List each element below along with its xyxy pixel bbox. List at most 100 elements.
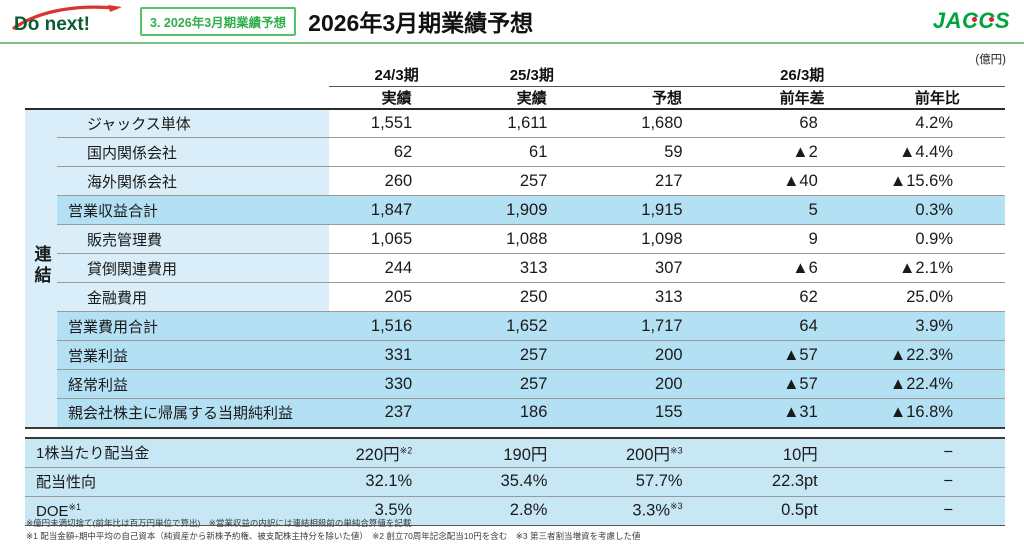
value-cell: 1,065 <box>329 224 465 254</box>
value-cell: 0.9% <box>869 224 1005 254</box>
value-cell: 1,680 <box>599 108 735 138</box>
value-cell: 220円※2 <box>329 438 465 467</box>
value-cell: 186 <box>464 398 600 428</box>
value-cell: 313 <box>464 253 600 283</box>
group-label-consolidated: 連結 <box>25 108 57 428</box>
row-label: 営業収益合計 <box>57 195 330 225</box>
value-cell: ▲2 <box>734 137 870 167</box>
value-cell: 10円 <box>734 438 870 467</box>
value-cell: ▲2.1% <box>869 253 1005 283</box>
table-row: 営業利益 331 257 200 ▲57 ▲22.3% <box>25 340 1005 370</box>
value-cell: 205 <box>329 282 465 312</box>
value-cell: 1,652 <box>464 311 600 341</box>
value-cell: 200 <box>599 369 735 399</box>
table-row: DOE※1 3.5% 2.8% 3.3%※3 0.5pt − <box>25 495 1005 525</box>
jaccs-logo-letter: A <box>945 8 963 33</box>
row-label: 営業費用合計 <box>57 311 330 341</box>
table-row: 営業収益合計 1,847 1,909 1,915 5 0.3% <box>25 195 1005 225</box>
value-cell: 3.3%※3 <box>599 495 735 525</box>
value-cell: ▲6 <box>734 253 870 283</box>
row-label: 国内関係会社 <box>57 137 330 167</box>
value-cell: 68 <box>734 108 870 138</box>
row-label: 配当性向 <box>25 466 330 496</box>
page-title: 2026年3月期業績予想 <box>308 10 534 36</box>
jaccs-logo-letter: J <box>932 8 946 33</box>
column-header: 前年比 <box>869 86 1005 110</box>
value-cell: 1,909 <box>464 195 600 225</box>
table-row: 営業費用合計 1,516 1,652 1,717 64 3.9% <box>25 311 1005 341</box>
value-cell: 57.7% <box>599 466 735 496</box>
footnote-line: ※億円未満切捨て(前年比は百万円単位で算出) ※営業収益の内訳には連結相殺前の単… <box>26 518 412 528</box>
value-cell: ▲15.6% <box>869 166 1005 196</box>
value-cell: ▲4.4% <box>869 137 1005 167</box>
dividend-table: 1株当たり配当金 220円※2 190円 200円※3 10円 − 配当性向 32.1% 35.… <box>25 437 1005 526</box>
value-cell: ▲57 <box>734 369 870 399</box>
jaccs-logo-letter: C <box>962 8 979 33</box>
value-cell: 5 <box>734 195 870 225</box>
column-header: 実績 <box>329 86 465 110</box>
period-header: 26/3期 <box>599 64 1005 87</box>
jaccs-logo-letter: C <box>978 8 995 33</box>
value-cell: 331 <box>329 340 465 370</box>
value-cell: 61 <box>464 137 600 167</box>
value-cell: 35.4% <box>464 466 600 496</box>
value-cell: 260 <box>329 166 465 196</box>
slide-header: Do next! 3. 2026年3月期業績予想 2026年3月期業績予想 JA… <box>0 0 1024 42</box>
value-cell: 190円 <box>464 438 600 467</box>
table-row: 親会社株主に帰属する当期純利益 237 186 155 ▲31 ▲16.8% <box>25 398 1005 428</box>
table-row: 1株当たり配当金 220円※2 190円 200円※3 10円 − <box>25 438 1005 467</box>
value-cell: 1,847 <box>329 195 465 225</box>
swoosh-icon <box>12 5 122 30</box>
period-header: 24/3期 <box>329 64 465 87</box>
column-header: 予想 <box>599 86 735 110</box>
value-cell: 330 <box>329 369 465 399</box>
row-label: 1株当たり配当金 <box>25 438 330 467</box>
value-cell: − <box>869 438 1005 467</box>
period-header: 25/3期 <box>464 64 600 87</box>
section-badge: 3. 2026年3月期業績予想 <box>140 6 297 36</box>
table-row: 国内関係会社 62 61 59 ▲2 ▲4.4% <box>25 137 1005 167</box>
value-cell: 64 <box>734 311 870 341</box>
value-cell: 4.2% <box>869 108 1005 138</box>
value-cell: 257 <box>464 369 600 399</box>
table-row: 経常利益 330 257 200 ▲57 ▲22.4% <box>25 369 1005 399</box>
value-cell: ▲22.4% <box>869 369 1005 399</box>
period-header-row: 24/3期 25/3期 26/3期 <box>25 64 1005 87</box>
footnote-line: ※1 配当金額÷期中平均の自己資本（純資産から新株予約権、被支配株主持分を除いた… <box>26 531 641 542</box>
value-cell: 1,611 <box>464 108 600 138</box>
value-cell: 1,717 <box>599 311 735 341</box>
value-cell: 257 <box>464 340 600 370</box>
results-table: 24/3期 25/3期 26/3期 実績 実績 予想 前年差 前年比 連結 ジャッ… <box>25 64 1005 429</box>
unit-label: (億円) <box>975 54 1006 66</box>
value-cell: ▲31 <box>734 398 870 428</box>
sub-header-row: 実績 実績 予想 前年差 前年比 <box>25 86 1005 110</box>
value-cell: 1,551 <box>329 108 465 138</box>
value-cell: 244 <box>329 253 465 283</box>
table-row: 貸倒関連費用 244 313 307 ▲6 ▲2.1% <box>25 253 1005 283</box>
value-cell: 155 <box>599 398 735 428</box>
value-cell: 1,915 <box>599 195 735 225</box>
table-row: 連結 ジャックス単体 1,551 1,611 1,680 68 4.2% <box>25 108 1005 428</box>
value-cell: 307 <box>599 253 735 283</box>
value-cell: 200 <box>599 340 735 370</box>
column-header: 前年差 <box>734 86 870 110</box>
header-spacer <box>25 86 330 110</box>
value-cell: 59 <box>599 137 735 167</box>
value-cell: ▲22.3% <box>869 340 1005 370</box>
value-cell: 0.5pt <box>734 495 870 525</box>
value-cell: 1,088 <box>464 224 600 254</box>
row-label: 金融費用 <box>57 282 330 312</box>
row-label: 貸倒関連費用 <box>57 253 330 283</box>
value-cell: 9 <box>734 224 870 254</box>
table-row: 販売管理費 1,065 1,088 1,098 9 0.9% <box>25 224 1005 254</box>
value-cell: 200円※3 <box>599 438 735 467</box>
row-label: 販売管理費 <box>57 224 330 254</box>
value-cell: 3.9% <box>869 311 1005 341</box>
row-label: ジャックス単体 <box>57 108 330 138</box>
value-cell: 250 <box>464 282 600 312</box>
value-cell: ▲40 <box>734 166 870 196</box>
row-label: 経常利益 <box>57 369 330 399</box>
value-cell: 237 <box>329 398 465 428</box>
value-cell: ▲16.8% <box>869 398 1005 428</box>
